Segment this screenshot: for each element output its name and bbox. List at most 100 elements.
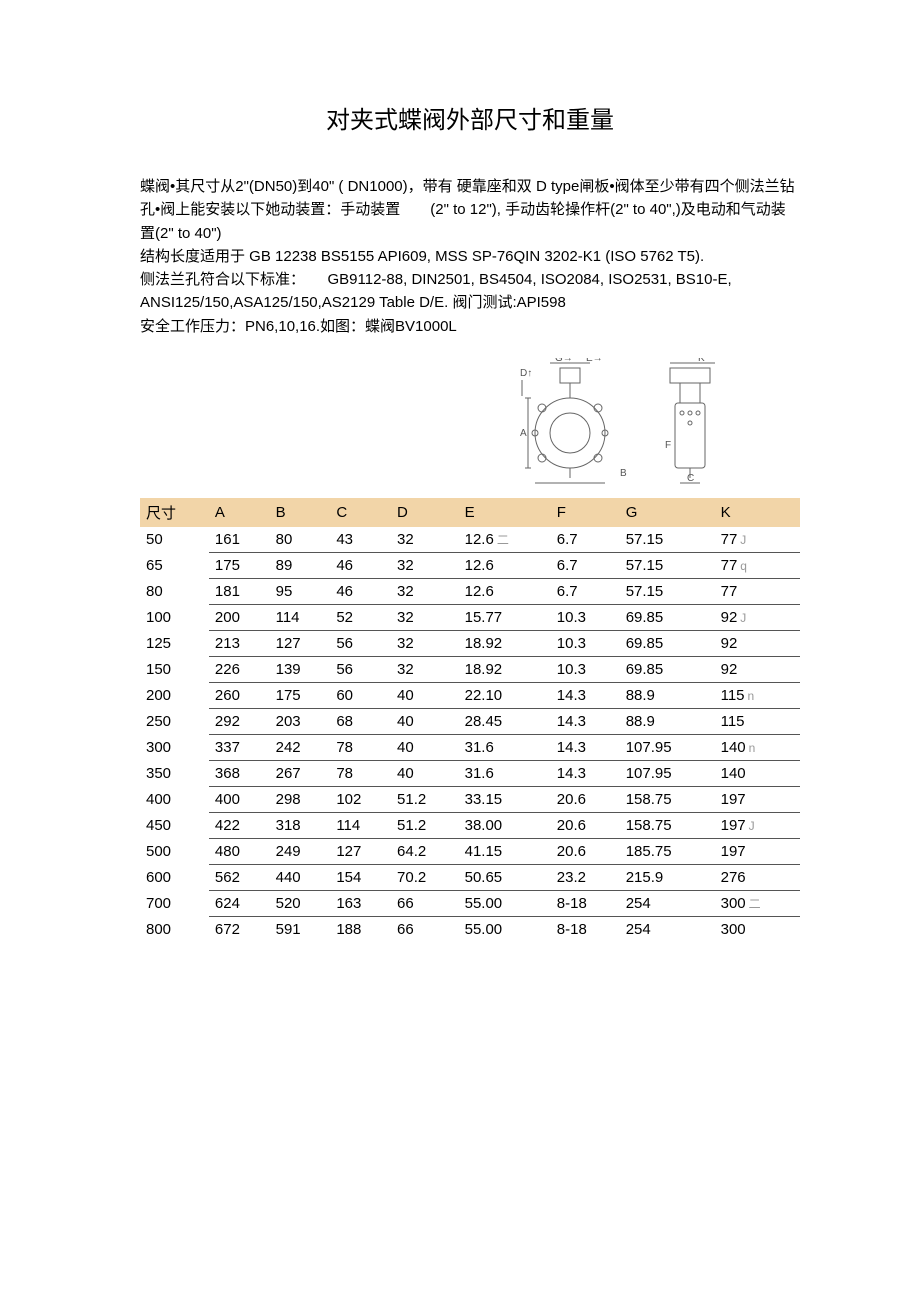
table-cell: 163 xyxy=(330,890,391,916)
col-c: C xyxy=(330,498,391,527)
table-cell: 43 xyxy=(330,527,391,553)
table-cell: 51.2 xyxy=(391,812,459,838)
table-cell: 562 xyxy=(209,864,270,890)
table-cell: 226 xyxy=(209,656,270,682)
table-cell: 38.00 xyxy=(459,812,551,838)
col-g: G xyxy=(620,498,715,527)
cell-annotation: 二 xyxy=(497,533,509,547)
table-cell: 242 xyxy=(270,734,331,760)
table-cell: 57.15 xyxy=(620,552,715,578)
table-cell: 92J xyxy=(715,604,800,630)
table-cell: 40 xyxy=(391,760,459,786)
cell-annotation: n xyxy=(749,741,756,755)
table-cell: 400 xyxy=(209,786,270,812)
table-cell: 140n xyxy=(715,734,800,760)
table-cell: 161 xyxy=(209,527,270,553)
table-cell: 10.3 xyxy=(551,630,620,656)
table-cell: 78 xyxy=(330,734,391,760)
table-cell: 14.3 xyxy=(551,760,620,786)
table-cell: 69.85 xyxy=(620,604,715,630)
table-cell: 158.75 xyxy=(620,812,715,838)
table-cell: 40 xyxy=(391,708,459,734)
col-f: F xyxy=(551,498,620,527)
table-cell: 107.95 xyxy=(620,734,715,760)
table-cell: 6.7 xyxy=(551,552,620,578)
table-cell: 298 xyxy=(270,786,331,812)
table-cell: 10.3 xyxy=(551,604,620,630)
table-cell: 70.2 xyxy=(391,864,459,890)
table-cell: 18.92 xyxy=(459,630,551,656)
col-size: 尺寸 xyxy=(140,498,209,527)
table-cell: 41.15 xyxy=(459,838,551,864)
table-cell: 92 xyxy=(715,656,800,682)
table-cell: 197 xyxy=(715,838,800,864)
table-cell: 249 xyxy=(270,838,331,864)
table-row: 50048024912764.241.1520.6185.75197 xyxy=(140,838,800,864)
table-cell: 422 xyxy=(209,812,270,838)
table-cell: 100 xyxy=(140,604,209,630)
table-cell: 50.65 xyxy=(459,864,551,890)
svg-text:C: C xyxy=(687,473,694,484)
cell-annotation: J xyxy=(740,611,746,625)
table-cell: 115 xyxy=(715,708,800,734)
table-cell: 400 xyxy=(140,786,209,812)
table-cell: 140 xyxy=(715,760,800,786)
table-cell: 368 xyxy=(209,760,270,786)
table-cell: 440 xyxy=(270,864,331,890)
table-row: 8018195463212.66.757.1577 xyxy=(140,578,800,604)
table-row: 6517589463212.66.757.1577q xyxy=(140,552,800,578)
table-cell: 800 xyxy=(140,916,209,942)
col-k: K xyxy=(715,498,800,527)
table-cell: 115n xyxy=(715,682,800,708)
table-cell: 700 xyxy=(140,890,209,916)
para-3: 侧法兰孔符合以下标准： GB9112-88, DIN2501, BS4504, … xyxy=(140,268,800,315)
col-d: D xyxy=(391,498,459,527)
table-cell: 203 xyxy=(270,708,331,734)
svg-text:F: F xyxy=(665,440,671,451)
page-title: 对夹式蝶阀外部尺寸和重量 xyxy=(140,100,800,135)
table-cell: 31.6 xyxy=(459,734,551,760)
table-cell: 88.9 xyxy=(620,682,715,708)
table-cell: 318 xyxy=(270,812,331,838)
table-cell: 80 xyxy=(270,527,331,553)
table-cell: 350 xyxy=(140,760,209,786)
table-cell: 197J xyxy=(715,812,800,838)
table-cell: 197 xyxy=(715,786,800,812)
table-cell: 40 xyxy=(391,734,459,760)
table-cell: 150 xyxy=(140,656,209,682)
table-cell: 69.85 xyxy=(620,656,715,682)
table-cell: 32 xyxy=(391,604,459,630)
table-cell: 40 xyxy=(391,682,459,708)
table-cell: 450 xyxy=(140,812,209,838)
svg-text:D↑: D↑ xyxy=(520,368,532,379)
intro-text: 蝶阀•其尺寸从2"(DN50)到40" ( DN1000)，带有 硬靠座和双 D… xyxy=(140,175,800,338)
table-cell: 254 xyxy=(620,890,715,916)
table-cell: 107.95 xyxy=(620,760,715,786)
valve-diagram-icon: A D↑ G→ E→ B F K xyxy=(520,358,740,488)
table-cell: 22.10 xyxy=(459,682,551,708)
table-row: 100200114523215.7710.369.8592J xyxy=(140,604,800,630)
para-1: 蝶阀•其尺寸从2"(DN50)到40" ( DN1000)，带有 硬靠座和双 D… xyxy=(140,175,800,245)
cell-annotation: n xyxy=(748,689,755,703)
table-cell: 10.3 xyxy=(551,656,620,682)
col-e: E xyxy=(459,498,551,527)
para-2: 结构长度适用于 GB 12238 BS5155 API609, MSS SP-7… xyxy=(140,245,800,268)
table-cell: 12.6 xyxy=(459,552,551,578)
table-row: 250292203684028.4514.388.9115 xyxy=(140,708,800,734)
table-cell: 254 xyxy=(620,916,715,942)
table-cell: 51.2 xyxy=(391,786,459,812)
table-cell: 125 xyxy=(140,630,209,656)
svg-text:K: K xyxy=(698,358,705,364)
table-cell: 8-18 xyxy=(551,916,620,942)
table-cell: 23.2 xyxy=(551,864,620,890)
table-row: 200260175604022.1014.388.9115n xyxy=(140,682,800,708)
table-cell: 57.15 xyxy=(620,527,715,553)
table-row: 350368267784031.614.3107.95140 xyxy=(140,760,800,786)
table-cell: 127 xyxy=(330,838,391,864)
table-cell: 60 xyxy=(330,682,391,708)
table-cell: 337 xyxy=(209,734,270,760)
table-cell: 200 xyxy=(209,604,270,630)
table-cell: 181 xyxy=(209,578,270,604)
table-row: 125213127563218.9210.369.8592 xyxy=(140,630,800,656)
table-cell: 600 xyxy=(140,864,209,890)
